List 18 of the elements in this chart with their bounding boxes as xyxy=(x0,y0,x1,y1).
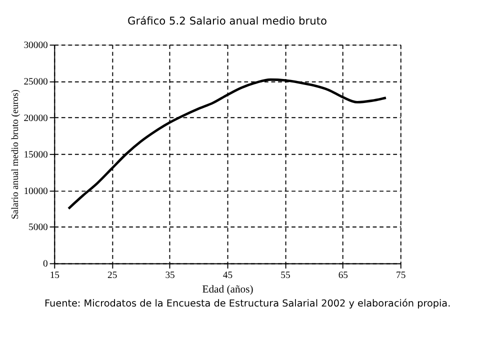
y-tick-label: 20000 xyxy=(24,112,48,124)
y-tick-label: 0 xyxy=(43,258,48,270)
y-tick-label: 30000 xyxy=(24,40,48,52)
y-tick-label: 5000 xyxy=(28,222,48,234)
x-tick-label: 25 xyxy=(108,270,118,282)
x-tick-label: 15 xyxy=(50,270,60,282)
x-tick-label: 45 xyxy=(222,270,233,282)
source-note: Fuente: Microdatos de la Encuesta de Estructura Salarial 2002 y elaboración propia. xyxy=(44,298,451,310)
x-axis-title: Edad (años) xyxy=(202,284,254,296)
x-tick-label: 75 xyxy=(396,270,406,282)
x-tick-label: 35 xyxy=(165,270,176,282)
chart-title: Gráfico 5.2 Salario anual medio bruto xyxy=(128,14,328,28)
y-tick-label: 25000 xyxy=(24,76,48,88)
x-tick-label: 65 xyxy=(338,270,348,282)
y-axis-title: Salario anual medio bruto (euros) xyxy=(10,90,21,220)
y-tick-label: 15000 xyxy=(24,149,48,160)
y-tick-label: 10000 xyxy=(24,186,48,197)
x-tick-label: 55 xyxy=(280,270,290,282)
